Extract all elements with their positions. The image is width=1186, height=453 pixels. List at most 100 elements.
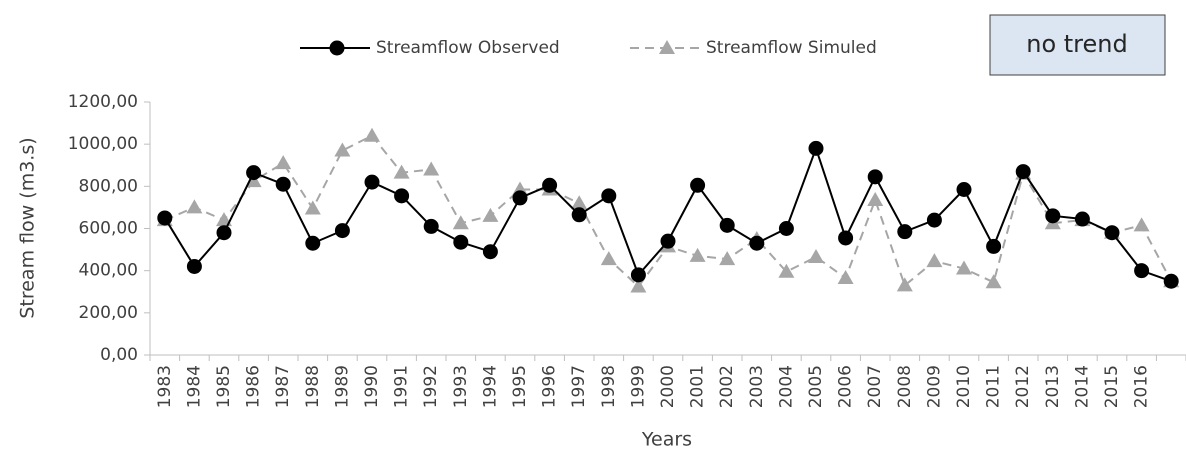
data-point bbox=[719, 251, 736, 266]
data-point bbox=[837, 270, 854, 285]
data-point bbox=[364, 174, 380, 190]
annotation: no trend bbox=[1026, 30, 1127, 58]
data-point bbox=[838, 230, 854, 246]
data-point bbox=[364, 127, 380, 142]
data-point bbox=[157, 210, 173, 226]
data-point bbox=[1015, 164, 1031, 180]
data-point bbox=[304, 200, 321, 215]
data-point bbox=[571, 195, 588, 210]
data-point bbox=[394, 188, 410, 204]
x-tick-label: 1986 bbox=[244, 365, 264, 408]
x-tick-label: 1990 bbox=[362, 365, 382, 408]
x-tick-label: 1993 bbox=[451, 365, 471, 408]
data-point bbox=[778, 263, 795, 278]
data-point bbox=[808, 140, 824, 156]
data-point bbox=[453, 234, 469, 250]
data-point bbox=[186, 258, 202, 274]
data-point bbox=[482, 207, 499, 222]
data-point bbox=[393, 164, 410, 179]
x-tick-label: 2015 bbox=[1102, 365, 1122, 408]
x-tick-label: 1998 bbox=[599, 365, 619, 408]
x-tick-label: 1992 bbox=[421, 365, 441, 408]
data-point bbox=[778, 221, 794, 236]
y-tick-label: 0,00 bbox=[100, 345, 138, 365]
data-point bbox=[246, 165, 262, 181]
data-point bbox=[867, 192, 884, 207]
x-tick-label: 1996 bbox=[540, 365, 560, 408]
x-tick-label: 2009 bbox=[924, 365, 944, 408]
data-point bbox=[689, 247, 706, 262]
x-tick-label: 1985 bbox=[214, 365, 234, 408]
data-point bbox=[1104, 225, 1120, 241]
data-point bbox=[1074, 211, 1090, 227]
data-point bbox=[926, 253, 943, 268]
data-point bbox=[719, 217, 735, 233]
x-tick-label: 2013 bbox=[1043, 365, 1063, 408]
data-point bbox=[423, 218, 439, 234]
data-point bbox=[630, 267, 646, 283]
y-tick-label: 400,00 bbox=[79, 261, 138, 281]
y-axis-label: Stream flow (m3.s) bbox=[17, 137, 39, 318]
legend-label: Streamflow Observed bbox=[376, 38, 560, 58]
data-point bbox=[1045, 208, 1061, 224]
legend-marker bbox=[659, 40, 675, 54]
x-tick-label: 2014 bbox=[1072, 365, 1092, 408]
x-tick-label: 2012 bbox=[1013, 365, 1033, 408]
data-point bbox=[216, 225, 232, 241]
x-tick-label: 2006 bbox=[836, 365, 856, 408]
x-tick-label: 1994 bbox=[480, 365, 500, 408]
data-point bbox=[542, 177, 558, 193]
data-point bbox=[896, 277, 913, 292]
data-point bbox=[956, 181, 972, 197]
data-point bbox=[452, 215, 469, 230]
x-tick-label: 2008 bbox=[895, 365, 915, 408]
x-axis-label: Years bbox=[641, 429, 692, 451]
data-point bbox=[630, 278, 647, 293]
x-tick-label: 2010 bbox=[954, 365, 974, 408]
data-point bbox=[600, 251, 617, 266]
y-tick-label: 800,00 bbox=[79, 176, 138, 196]
data-point bbox=[808, 248, 824, 263]
x-tick-label: 1988 bbox=[303, 365, 323, 408]
x-tick-label: 1997 bbox=[569, 365, 589, 408]
data-point bbox=[275, 155, 292, 170]
data-point bbox=[897, 224, 913, 240]
data-point bbox=[986, 238, 1002, 254]
y-tick-label: 1200,00 bbox=[68, 92, 138, 112]
data-point bbox=[275, 176, 291, 192]
annotation-box bbox=[989, 14, 1166, 76]
data-point bbox=[482, 244, 498, 260]
x-tick-label: 2003 bbox=[747, 365, 767, 408]
x-tick-label: 1991 bbox=[392, 365, 412, 408]
data-point bbox=[926, 212, 942, 228]
x-tick-label: 1987 bbox=[273, 365, 293, 408]
data-point bbox=[1134, 263, 1150, 279]
x-tick-label: 2004 bbox=[776, 365, 796, 408]
data-point bbox=[571, 207, 587, 223]
data-point bbox=[601, 188, 617, 204]
x-tick-label: 2002 bbox=[717, 365, 737, 408]
y-tick-label: 200,00 bbox=[79, 303, 138, 323]
x-tick-label: 1995 bbox=[510, 365, 530, 408]
data-point bbox=[956, 260, 972, 275]
data-point bbox=[423, 161, 440, 176]
data-point bbox=[186, 199, 203, 214]
data-point bbox=[512, 190, 528, 206]
x-tick-label: 2007 bbox=[865, 365, 885, 408]
x-tick-label: 2001 bbox=[688, 365, 708, 408]
data-point bbox=[1163, 273, 1179, 289]
legend-marker bbox=[329, 40, 345, 56]
data-point bbox=[867, 169, 883, 185]
y-tick-label: 600,00 bbox=[79, 219, 138, 239]
legend-label: Streamflow Simuled bbox=[706, 38, 877, 58]
y-tick-label: 1000,00 bbox=[68, 134, 138, 154]
x-tick-label: 1983 bbox=[155, 365, 175, 408]
x-tick-label: 1989 bbox=[332, 365, 352, 408]
x-tick-label: 2016 bbox=[1132, 365, 1152, 408]
x-tick-label: 1999 bbox=[628, 365, 648, 408]
x-tick-label: 2000 bbox=[658, 365, 678, 408]
data-point bbox=[334, 142, 351, 157]
data-point bbox=[690, 177, 706, 193]
data-point bbox=[305, 235, 321, 251]
